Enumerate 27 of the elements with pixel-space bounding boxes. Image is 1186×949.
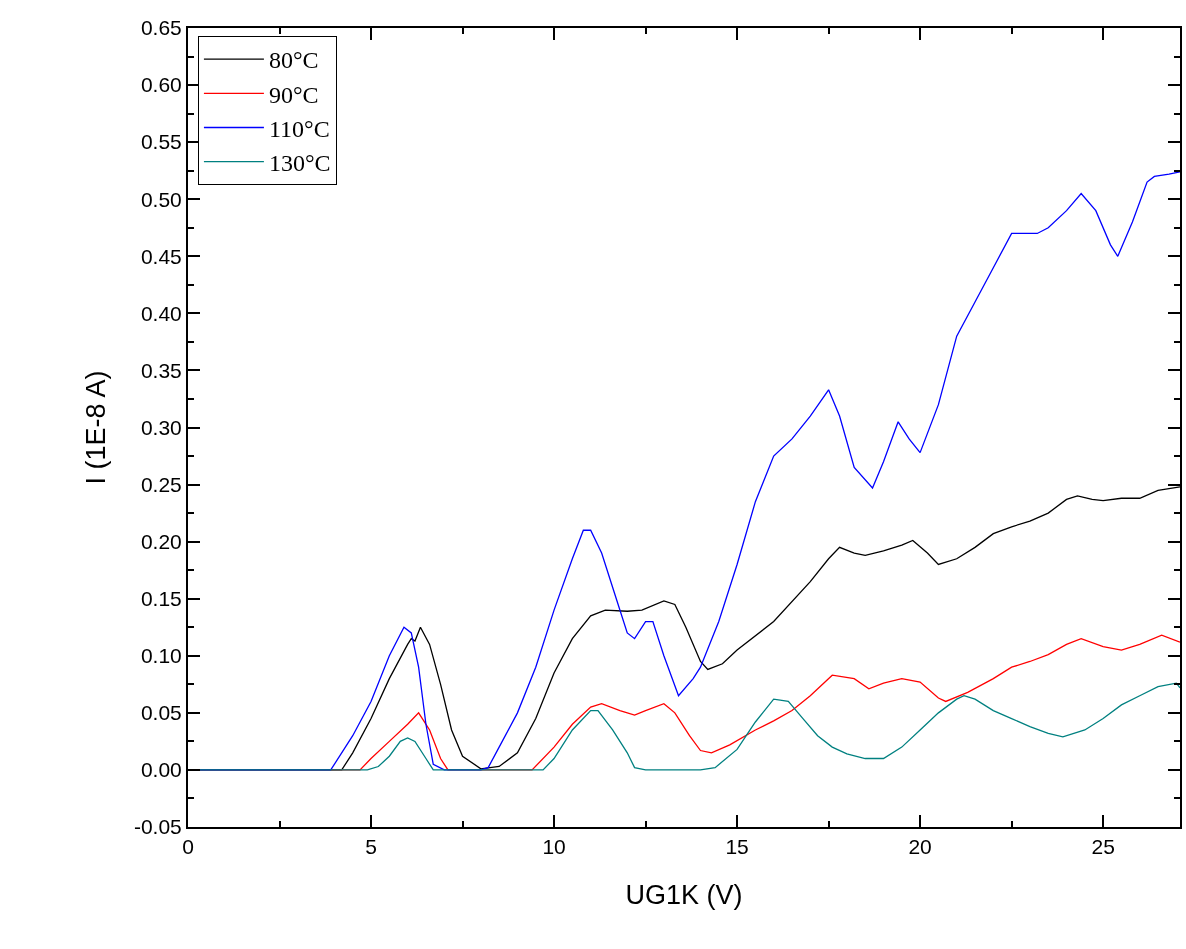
legend-label: 110°C — [268, 115, 330, 142]
x-tick-label: 10 — [542, 835, 566, 859]
x-axis-title: UG1K (V) — [625, 880, 743, 911]
y-tick-label: 0.30 — [140, 415, 182, 439]
y-tick-label: 0.65 — [140, 16, 182, 40]
y-tick-label: 0.25 — [140, 472, 182, 496]
x-tick-label: 5 — [365, 835, 377, 859]
y-tick-label: 0.05 — [140, 701, 182, 725]
y-axis-title: I (1E-8 A) — [81, 370, 112, 485]
x-tick-label: 20 — [908, 835, 932, 859]
y-tick-label: 0.35 — [140, 358, 182, 382]
x-tick-label: 0 — [182, 835, 194, 859]
y-tick-label: 0.60 — [140, 73, 182, 97]
legend-label: 130°C — [268, 150, 331, 177]
y-tick-label: 0.15 — [140, 587, 182, 611]
y-tick-label: 0.00 — [140, 758, 182, 782]
y-tick-label: 0.45 — [140, 244, 182, 268]
y-tick-label: 0.10 — [140, 644, 182, 668]
y-tick-label: 0.55 — [140, 130, 182, 154]
legend-label: 80°C — [268, 47, 319, 74]
y-tick-label: 0.40 — [140, 301, 182, 325]
x-tick-label: 15 — [725, 835, 749, 859]
x-tick-label: 25 — [1091, 835, 1115, 859]
y-tick-label: 0.20 — [140, 529, 182, 553]
y-tick-label: 0.50 — [140, 187, 182, 211]
y-tick-label: -0.05 — [133, 815, 182, 839]
legend-label: 90°C — [268, 81, 319, 108]
